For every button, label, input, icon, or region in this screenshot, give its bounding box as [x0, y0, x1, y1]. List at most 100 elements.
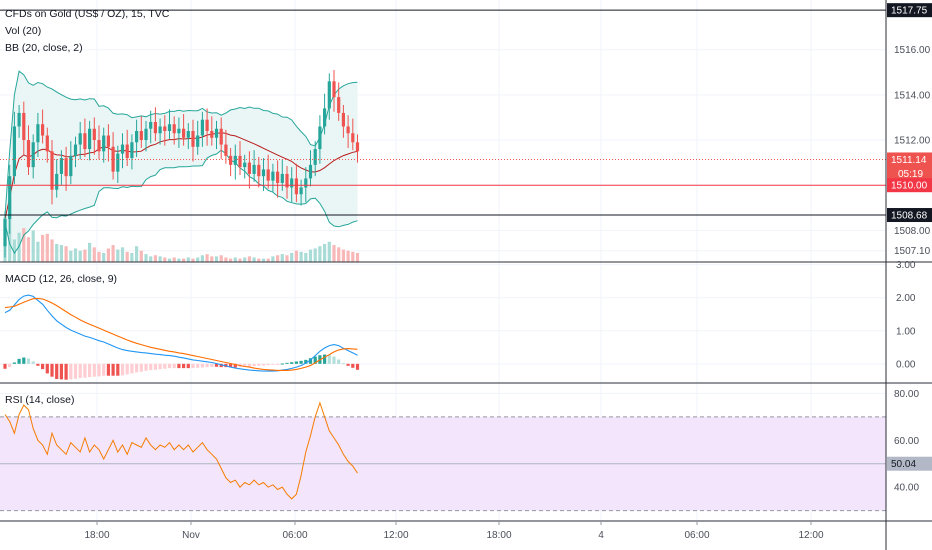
- volume-bar-2: [12, 239, 16, 262]
- volume-bar-66: [313, 248, 317, 262]
- bollinger-lower-band: [4, 149, 358, 254]
- volume-bar-54: [257, 258, 261, 262]
- volume-bar-39: [186, 257, 190, 262]
- candle-body-24: [116, 153, 120, 172]
- candle-body-41: [196, 135, 200, 147]
- rsi-tick-1: 60.00: [894, 436, 919, 447]
- volume-legend[interactable]: Vol (20): [5, 25, 41, 37]
- candle-body-50: [238, 155, 242, 168]
- candlesticks: [3, 70, 360, 258]
- bollinger-upper-band: [4, 70, 358, 216]
- macd-hist-bar-21: [102, 363, 106, 376]
- symbol-title[interactable]: CFDs on Gold (US$ / OZ), 15, TVC: [5, 8, 170, 20]
- volume-bar-19: [92, 247, 96, 262]
- price-tick-5: 1516.00: [894, 45, 931, 56]
- volume-bar-29: [139, 250, 143, 262]
- macd-axis[interactable]: 0.00 1.00 2.00 3.00: [896, 260, 916, 370]
- candle-body-61: [290, 178, 294, 188]
- volume-bar-68: [323, 243, 327, 262]
- macd-hist-bar-56: [266, 363, 270, 366]
- volume-bar-61: [290, 252, 294, 262]
- price-pane[interactable]: [0, 9, 886, 262]
- rsi-legend[interactable]: RSI (14, close): [5, 394, 74, 406]
- candle-body-18: [88, 128, 92, 150]
- bollinger-legend[interactable]: BB (20, close, 2): [5, 42, 83, 54]
- macd-hist-bar-46: [219, 363, 223, 368]
- volume-bar-22: [106, 248, 110, 262]
- candle-body-63: [299, 187, 303, 195]
- macd-hist-bar-66: [313, 356, 317, 364]
- macd-hist-bar-72: [341, 363, 345, 365]
- volume-bar-28: [135, 246, 139, 262]
- volume-bar-50: [238, 258, 242, 262]
- candle-body-8: [41, 124, 45, 136]
- candle-body-0: [3, 219, 7, 247]
- volume-bar-8: [41, 234, 45, 262]
- candle-body-51: [243, 162, 247, 168]
- macd-pane[interactable]: [3, 294, 360, 380]
- volume-bar-15: [73, 248, 78, 262]
- candle-body-58: [276, 171, 280, 183]
- macd-hist-bar-40: [191, 363, 195, 369]
- volume-bar-31: [149, 256, 153, 262]
- macd-hist-bar-5: [26, 358, 31, 364]
- volume-bar-73: [346, 250, 350, 262]
- macd-hist-bar-35: [167, 363, 172, 369]
- macd-hist-bar-61: [290, 362, 294, 364]
- volume-bar-45: [214, 256, 219, 262]
- macd-hist-bar-64: [304, 359, 308, 364]
- macd-hist-bar-13: [64, 363, 68, 380]
- tag-last-price-bg: [887, 152, 932, 181]
- candle-body-4: [22, 112, 26, 141]
- candle-body-55: [261, 169, 266, 177]
- volume-bar-10: [50, 239, 54, 262]
- candle-body-15: [73, 144, 78, 156]
- tag-top-line: 1517.75: [891, 6, 928, 17]
- macd-hist-bar-6: [31, 361, 35, 364]
- macd-hist-bar-20: [97, 363, 101, 377]
- macd-hist-bar-19: [92, 363, 96, 377]
- tag-red-level: 1510.00: [891, 181, 928, 192]
- macd-hist-bar-45: [214, 363, 219, 367]
- rsi-line: [4, 401, 358, 500]
- candle-body-7: [36, 124, 40, 143]
- time-tick-1: Nov: [182, 530, 200, 541]
- volume-bar-53: [252, 257, 256, 262]
- macd-hist-bar-48: [229, 363, 233, 368]
- macd-hist-bar-7: [36, 363, 40, 366]
- macd-hist-bar-53: [252, 363, 256, 367]
- volume-bar-12: [59, 245, 63, 262]
- volume-bar-30: [144, 254, 148, 262]
- macd-hist-bar-23: [111, 363, 115, 376]
- volume-bar-20: [97, 251, 101, 262]
- candle-body-66: [313, 149, 317, 165]
- macd-hist-bar-59: [280, 363, 284, 365]
- volume-bar-33: [158, 256, 162, 262]
- rsi-tick-2: 80.00: [894, 389, 919, 400]
- volume-bar-48: [229, 258, 233, 262]
- macd-signal-line: [4, 297, 358, 371]
- candle-body-59: [280, 173, 284, 183]
- macd-hist-bar-4: [22, 357, 26, 364]
- price-tick-0: 1507.10: [894, 246, 931, 257]
- volume-bar-9: [45, 233, 49, 262]
- candle-body-60: [285, 173, 289, 188]
- macd-hist-bar-34: [163, 363, 167, 369]
- volume-bar-71: [337, 247, 341, 262]
- bollinger-fill: [5, 71, 358, 253]
- macd-hist-bar-74: [351, 363, 355, 368]
- candle-body-43: [205, 119, 209, 131]
- rsi-axis[interactable]: 40.00 60.00 80.00: [894, 389, 919, 494]
- time-tick-3: 12:00: [383, 530, 408, 541]
- macd-hist-bar-65: [308, 358, 313, 364]
- volume-bar-40: [191, 258, 195, 262]
- candle-body-56: [266, 169, 270, 181]
- macd-legend[interactable]: MACD (12, 26, close, 9): [5, 273, 117, 285]
- price-tick-4: 1514.00: [894, 90, 931, 101]
- volume-bar-4: [22, 228, 26, 262]
- time-axis[interactable]: 18:00 Nov 06:00 12:00 18:00 4 06:00 12:00: [84, 521, 824, 541]
- rsi-pane[interactable]: [0, 401, 886, 512]
- macd-hist-bar-1: [8, 363, 12, 368]
